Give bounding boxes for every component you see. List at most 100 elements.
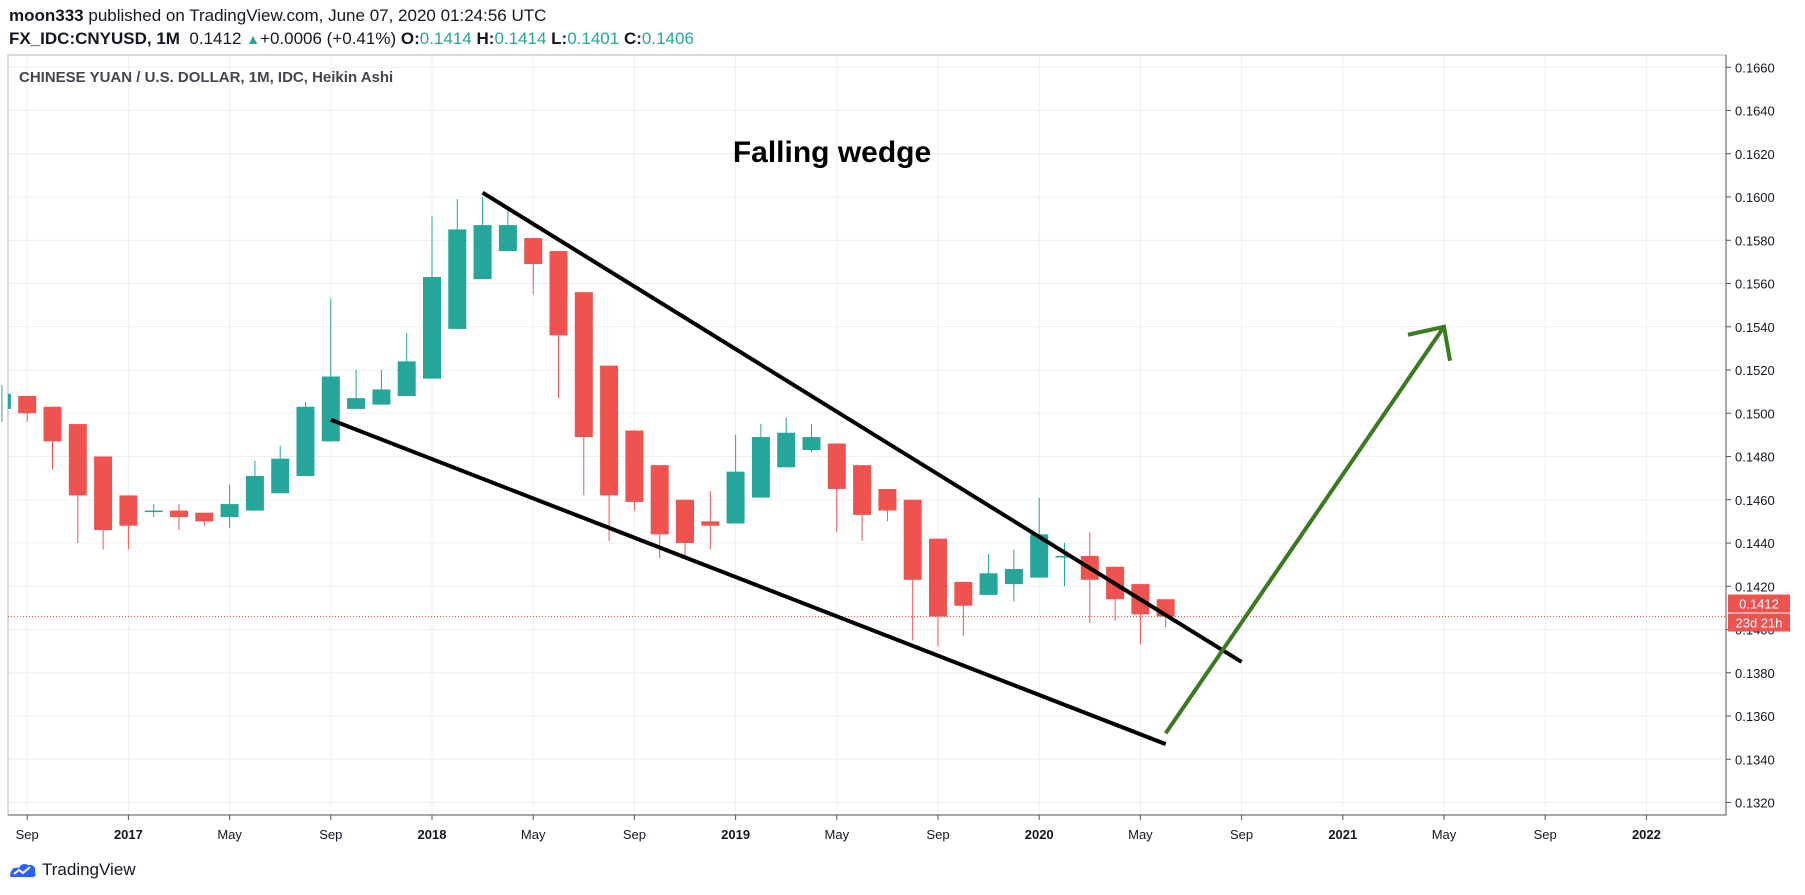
price-change: +0.0006 (+0.41%) (260, 29, 397, 48)
candle[interactable] (144, 504, 163, 518)
x-tick-label: 2021 (1328, 827, 1357, 842)
x-tick-label: May (825, 827, 850, 842)
open-value: 0.1414 (419, 29, 472, 48)
candle[interactable] (600, 365, 619, 541)
candle-body (1030, 534, 1049, 578)
candle-body (929, 538, 947, 617)
candle[interactable] (220, 484, 239, 528)
arrow-head-icon (1407, 324, 1452, 362)
candle[interactable] (498, 205, 517, 252)
x-tick-label: Sep (1230, 827, 1253, 842)
candle[interactable] (271, 445, 290, 494)
candle[interactable] (195, 512, 214, 526)
candle-body (94, 456, 113, 531)
candle[interactable] (1080, 532, 1099, 624)
candle-body (1004, 568, 1023, 585)
candle[interactable] (423, 216, 441, 379)
candle[interactable] (701, 491, 720, 550)
y-tick-label: 0.1480 (1735, 450, 1775, 465)
candle[interactable] (650, 465, 669, 559)
candle[interactable] (676, 499, 694, 556)
candle[interactable] (625, 430, 644, 511)
candle[interactable] (751, 424, 770, 498)
x-tick-label: Sep (16, 827, 39, 842)
y-tick-label: 0.1320 (1735, 796, 1775, 811)
candle[interactable] (321, 298, 340, 442)
brand-text[interactable]: TradingView (42, 860, 136, 879)
candle[interactable] (979, 553, 998, 595)
candle-body (701, 521, 720, 526)
candle[interactable] (372, 370, 391, 405)
candle-body (372, 389, 391, 405)
tradingview-logo-icon[interactable] (8, 860, 38, 880)
candle[interactable] (726, 434, 745, 524)
candle[interactable] (777, 417, 796, 468)
candle[interactable] (296, 402, 315, 476)
x-tick-label: May (1128, 827, 1153, 842)
candle[interactable] (94, 456, 113, 550)
candle[interactable] (170, 504, 188, 531)
candle-body (524, 238, 543, 265)
candle-body (296, 406, 315, 476)
candle[interactable] (397, 333, 416, 396)
candle[interactable] (473, 197, 492, 280)
candle-body (979, 573, 998, 595)
candles (1, 197, 1175, 647)
candle-body (397, 361, 416, 396)
candle[interactable] (245, 460, 264, 511)
candle[interactable] (18, 395, 37, 422)
candle[interactable] (802, 424, 821, 453)
candle-body (245, 475, 264, 511)
candle[interactable] (827, 443, 846, 533)
wedge-line-upper[interactable] (481, 190, 1243, 664)
candle[interactable] (574, 292, 593, 496)
candle-body (1055, 555, 1074, 558)
candle-body (473, 225, 492, 280)
candle-body (8, 393, 11, 409)
x-tick-label: Sep (926, 827, 949, 842)
candle-body (220, 504, 239, 518)
candle-body (600, 365, 619, 496)
wedge-line-lower[interactable] (330, 417, 1167, 746)
candle-body (119, 495, 138, 526)
candle-body (853, 465, 872, 515)
high-label: H: (476, 29, 495, 48)
candle[interactable] (119, 495, 138, 550)
candle-body (423, 277, 441, 379)
y-tick-label: 0.1500 (1735, 406, 1775, 421)
candle[interactable] (68, 424, 87, 543)
y-tick-label: 0.1440 (1735, 536, 1775, 551)
candle[interactable] (524, 238, 543, 295)
open-label: O: (400, 29, 420, 48)
candle[interactable] (1, 385, 11, 422)
candle-body (878, 488, 897, 511)
pattern-annotation[interactable]: Falling wedge (733, 136, 931, 169)
candle[interactable] (549, 251, 568, 399)
candle[interactable] (347, 370, 366, 409)
chart-pane-border (7, 54, 1727, 816)
candle-body (802, 437, 821, 451)
x-axis: Sep 2017 May Sep 2018 May Sep 2019 May Sep 2020 May… (16, 815, 1661, 842)
candle-body (726, 471, 745, 524)
candle[interactable] (954, 581, 973, 636)
candle[interactable] (853, 465, 872, 541)
author-name[interactable]: moon333 (9, 6, 84, 25)
candle[interactable] (929, 538, 947, 647)
candle[interactable] (878, 488, 897, 522)
candle[interactable] (1004, 549, 1023, 602)
candle[interactable] (448, 199, 467, 329)
x-tick-label: Sep (623, 827, 646, 842)
candle-body (170, 510, 188, 518)
chart-grid (8, 55, 1726, 815)
candle-body (625, 430, 644, 502)
x-tick-label: 2017 (114, 827, 143, 842)
candle[interactable] (903, 499, 922, 641)
candle[interactable] (1106, 566, 1125, 621)
breakout-arrow[interactable] (1164, 325, 1446, 735)
drawings (330, 190, 1452, 746)
x-tick-label: May (521, 827, 546, 842)
y-tick-label: 0.1560 (1735, 277, 1775, 292)
candle-body (195, 512, 214, 522)
candle[interactable] (43, 406, 62, 470)
